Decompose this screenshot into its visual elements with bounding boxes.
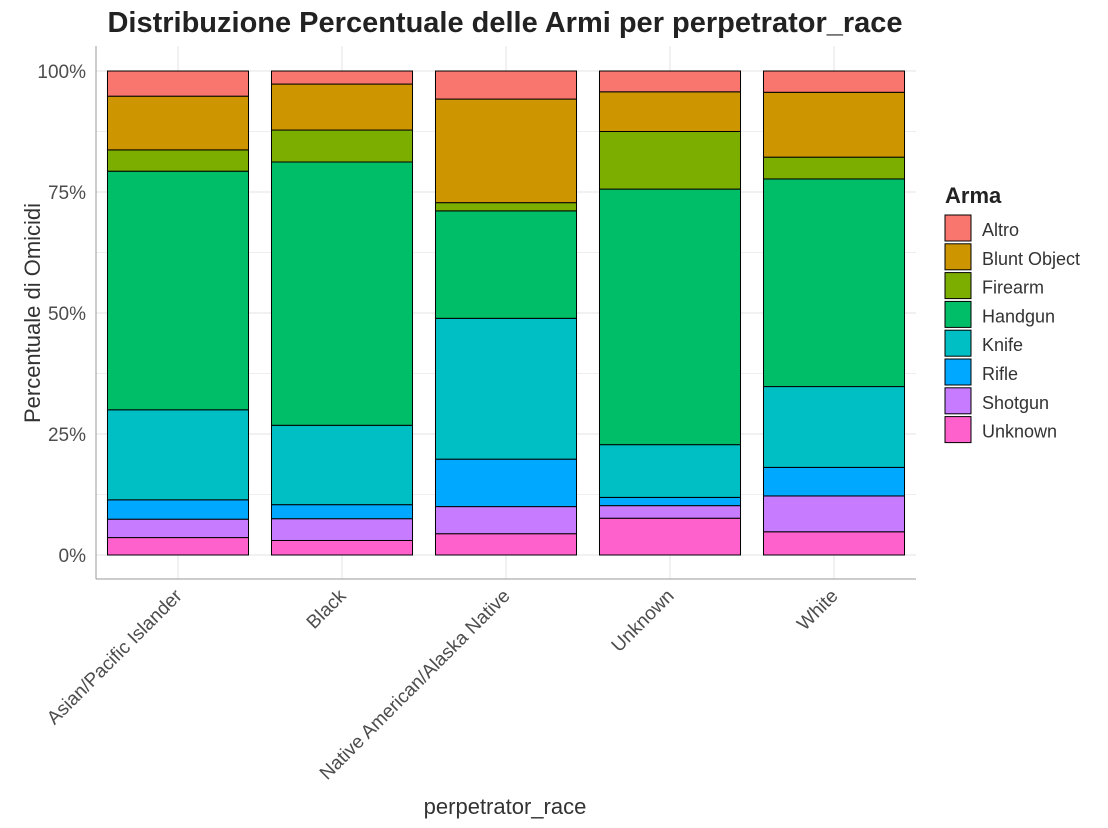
legend-key	[944, 214, 972, 242]
x-tick-label: Black	[303, 585, 351, 633]
bar-segment-handgun: Native American/Alaska Native — Handgun:…	[434, 210, 578, 319]
bar-segment-altro: Black — Altro: 2.7%	[270, 70, 414, 85]
bar-segment-knife: Asian/Pacific Islander — Knife: 18.6%	[106, 409, 250, 501]
bar-segment-blunt-object: Black — Blunt Object: 9.5%	[270, 83, 414, 131]
y-tick-label: 0%	[59, 546, 87, 567]
legend-label: Blunt Object	[982, 249, 1080, 269]
y-tick-label: 25%	[48, 425, 86, 446]
y-axis: 0% 25% 50% 75% 100%	[37, 46, 97, 579]
bar-segment-knife: Unknown — Knife: 10.9%	[598, 444, 742, 498]
bar-segment-altro: Native American/Alaska Native — Altro: 5…	[434, 70, 578, 100]
legend-label: Rifle	[982, 364, 1018, 384]
x-tick-label: Asian/Pacific Islander	[43, 585, 187, 729]
legend-key	[944, 272, 972, 300]
bar-segment-rifle: White — Rifle: 5.9%	[762, 466, 906, 497]
bar-segment-firearm: Black — Firearm: 6.6%	[270, 129, 414, 163]
bar-segment-rifle: Unknown — Rifle: 1.7%	[598, 496, 742, 507]
bar-segment-rifle: Asian/Pacific Islander — Rifle: 4%	[106, 499, 250, 520]
y-tick-label: 100%	[37, 62, 86, 83]
y-axis-title: Percentuale di Omicidi	[20, 203, 45, 423]
y-tick-label: 50%	[48, 304, 86, 325]
bar-segment-altro: White — Altro: 4.4%	[762, 70, 906, 93]
y-tick-label: 75%	[48, 183, 86, 204]
legend-key	[944, 387, 972, 415]
legend-label: Firearm	[982, 278, 1044, 298]
bar-segment-unknown: Native American/Alaska Native — Unknown:…	[434, 533, 578, 556]
legend-label: Knife	[982, 335, 1023, 355]
bar-segment-firearm: Unknown — Firearm: 11.9%	[598, 131, 742, 190]
bar-segment-shotgun: Unknown — Shotgun: 2.6%	[598, 505, 742, 519]
bar-segment-shotgun: White — Shotgun: 7.4%	[762, 495, 906, 533]
bar-segment-unknown: Unknown — Unknown: 7.6%	[598, 517, 742, 556]
x-axis-title: perpetrator_race	[424, 794, 587, 819]
bar-segment-blunt-object: White — Blunt Object: 13.4%	[762, 91, 906, 158]
bar-segment-firearm: White — Firearm: 4.5%	[762, 156, 906, 180]
bar-segment-unknown: Black — Unknown: 3%	[270, 539, 414, 556]
legend-label: Unknown	[982, 422, 1057, 442]
bar-segment-blunt-object: Asian/Pacific Islander — Blunt Object: 1…	[106, 95, 250, 151]
legend-label: Handgun	[982, 306, 1055, 326]
bar-segment-unknown: White — Unknown: 4.8%	[762, 531, 906, 556]
bar-segment-shotgun: Black — Shotgun: 4.5%	[270, 518, 414, 541]
legend-title: Arma	[945, 183, 1002, 208]
bar-segment-shotgun: Native American/Alaska Native — Shotgun:…	[434, 506, 578, 535]
legend-key	[944, 416, 972, 444]
bar-segment-handgun: Unknown — Handgun: 52.8%	[598, 188, 742, 446]
x-tick-label: Unknown	[608, 586, 679, 657]
bar-segment-handgun: White — Handgun: 42.9%	[762, 178, 906, 388]
bar-segment-knife: Native American/Alaska Native — Knife: 2…	[434, 317, 578, 460]
legend-label: Shotgun	[982, 393, 1049, 413]
bar-segment-blunt-object: Unknown — Blunt Object: 8.2%	[598, 91, 742, 132]
bar-segment-firearm: Asian/Pacific Islander — Firearm: 4.4%	[106, 149, 250, 172]
legend-key	[944, 358, 972, 386]
bar-segment-firearm: Native American/Alaska Native — Firearm:…	[434, 202, 578, 212]
bar-segment-rifle: Black — Rifle: 2.9%	[270, 504, 414, 520]
legend: Arma Altro Blunt Object Firearm Handgun Knif…	[944, 183, 1080, 444]
legend-label: Altro	[982, 220, 1019, 240]
legend-key	[944, 329, 972, 357]
bar-segment-rifle: Native American/Alaska Native — Rifle: 9…	[434, 458, 578, 508]
bar-segment-handgun: Asian/Pacific Islander — Handgun: 49.3%	[106, 170, 250, 411]
bar-segment-blunt-object: Native American/Alaska Native — Blunt Ob…	[434, 98, 578, 204]
bar-segment-unknown: Asian/Pacific Islander — Unknown: 3.6%	[106, 537, 250, 556]
bar-segment-knife: White — Knife: 16.7%	[762, 386, 906, 468]
bar-segment-knife: Black — Knife: 16.4%	[270, 424, 414, 506]
legend-key	[944, 300, 972, 328]
bar-segment-altro: Unknown — Altro: 4.3%	[598, 70, 742, 93]
bar-segment-shotgun: Asian/Pacific Islander — Shotgun: 3.8%	[106, 518, 250, 539]
bar-segment-altro: Asian/Pacific Islander — Altro: 5.2%	[106, 70, 250, 97]
bar-segment-handgun: Black — Handgun: 54.4%	[270, 161, 414, 426]
bars: Asian/Pacific Islander — Unknown: 3.6%As…	[106, 70, 906, 556]
chart-title: Distribuzione Percentuale delle Armi per…	[107, 7, 902, 39]
legend-key	[944, 243, 972, 271]
x-tick-label: Native American/Alaska Native	[316, 586, 515, 785]
x-tick-label: White	[793, 586, 842, 635]
